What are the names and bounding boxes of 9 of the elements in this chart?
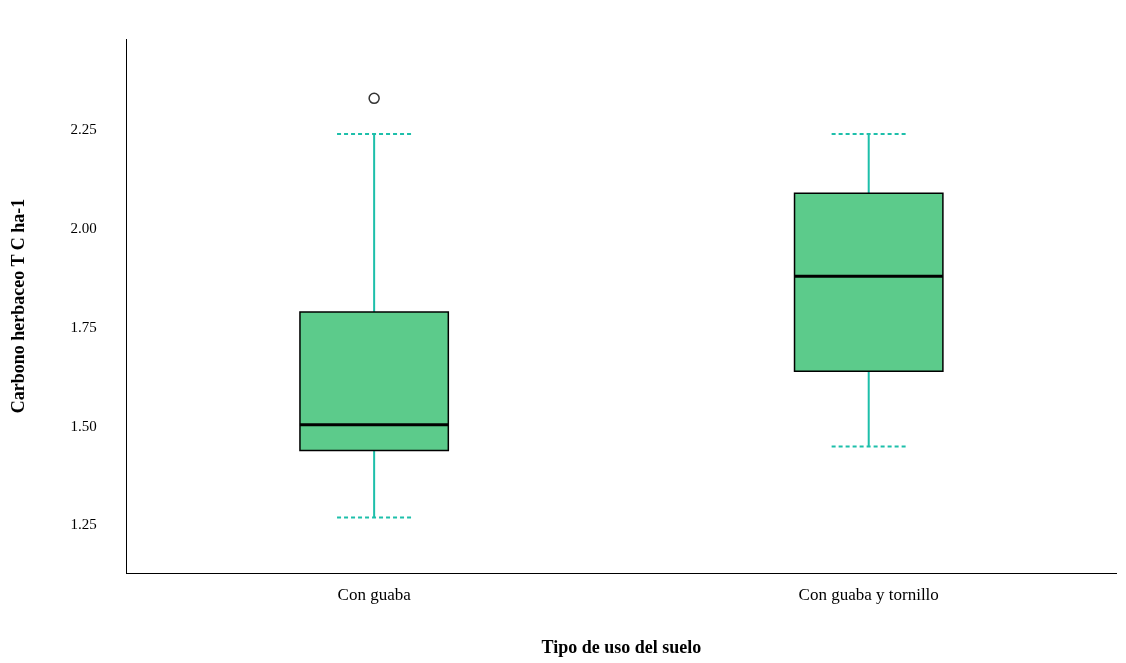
- y-tick-label: 2.25: [70, 120, 97, 137]
- y-tick-label: 1.50: [70, 417, 97, 434]
- y-axis-title: Carbono herbaceo T C ha-1: [8, 198, 29, 414]
- y-tick-label: 1.75: [70, 318, 97, 335]
- y-tick-label: 2.00: [70, 219, 97, 236]
- x-axis-title: Tipo de uso del suelo: [541, 636, 702, 657]
- y-tick-label: 1.25: [70, 516, 97, 533]
- x-tick-label: Con guaba: [337, 584, 412, 604]
- x-tick-label: Con guaba y tornillo: [798, 584, 939, 604]
